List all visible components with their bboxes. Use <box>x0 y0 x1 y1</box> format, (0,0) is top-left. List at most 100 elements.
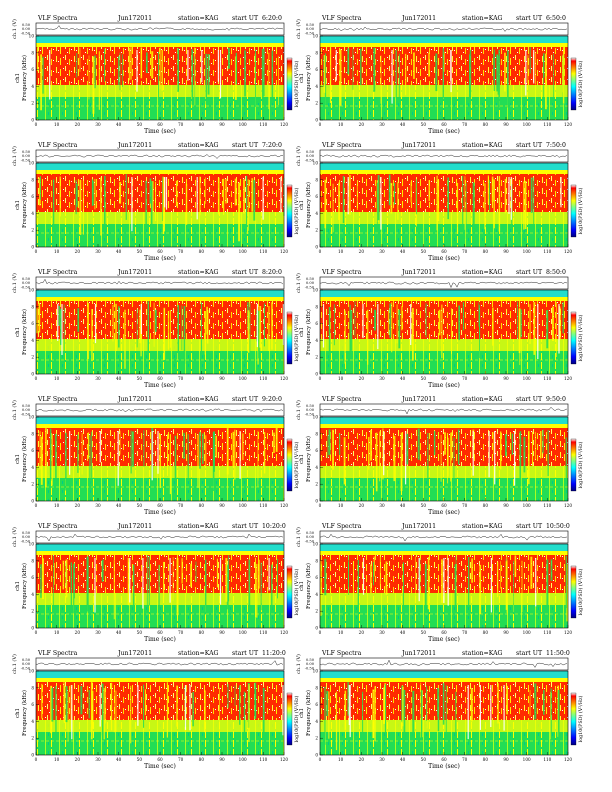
x-tick-label: 20 <box>75 630 81 635</box>
spectrogram-white-streak <box>490 685 492 727</box>
spectrogram-white-streak <box>117 431 119 486</box>
panel-start-label: start UT <box>516 15 543 22</box>
spectrogram-upper-edge <box>320 297 568 301</box>
spectrogram-streak <box>406 433 409 465</box>
y-tick-label: 6 <box>31 702 34 707</box>
y-axis-label: Frequency (kHz) <box>305 563 312 609</box>
spectrogram-white-streak <box>535 558 537 607</box>
spectrogram-streak <box>428 52 430 77</box>
x-tick-label: 50 <box>137 122 143 127</box>
spectrogram-streak <box>177 305 179 361</box>
colorbar <box>286 311 293 365</box>
spectrogram-streak <box>104 48 105 82</box>
spectrogram-streak <box>136 309 138 348</box>
spectrogram-white-streak <box>537 304 539 359</box>
spectrogram-white-streak <box>268 558 270 591</box>
spectrogram-white-streak <box>169 558 171 603</box>
spectrogram-streak <box>457 429 460 465</box>
spectrogram-streak <box>206 306 208 335</box>
trace-tick-label: -0.50 <box>21 413 31 417</box>
y-tick-label: 4 <box>315 211 318 216</box>
spectrogram-white-streak <box>418 558 420 602</box>
spectrogram-streak <box>533 177 535 233</box>
x-tick-label: 90 <box>503 757 509 762</box>
spectrogram-streak <box>329 47 332 103</box>
x-tick-label: 120 <box>564 630 572 635</box>
spectrogram-panel-1: VLF Spectra Jun172011 station=KAG start UT 6… <box>11 15 300 135</box>
spectrogram-streak <box>162 176 163 221</box>
spectrogram-streak <box>455 691 457 745</box>
spectrogram-streak <box>417 428 420 460</box>
colorbar <box>286 57 293 111</box>
spectrogram-streak <box>442 683 445 725</box>
spectrogram-white-streak <box>201 50 203 83</box>
trace-tick-label: 0.50 <box>22 150 31 154</box>
x-tick-label: 30 <box>95 122 101 127</box>
trace-tick-label: 0.00 <box>22 154 31 158</box>
spectrogram-streak <box>42 56 44 94</box>
spectrogram-white-streak <box>377 304 379 350</box>
x-axis-label: Time (sec) <box>428 128 460 135</box>
spectrogram-streak <box>424 563 427 615</box>
panel-date: Jun172011 <box>117 523 152 530</box>
spectrogram-streak <box>130 430 132 474</box>
spectrogram-streak <box>374 686 376 742</box>
spectrogram-streak <box>445 685 447 737</box>
y-tick-label: 6 <box>315 448 318 453</box>
x-tick-label: 110 <box>259 249 267 254</box>
panel-start-time: 8:20:0 <box>262 269 282 276</box>
spectrogram-streak <box>534 683 537 720</box>
panel-title: VLF Spectra <box>321 142 362 149</box>
x-axis-label: Time (sec) <box>428 763 460 770</box>
spectrogram-streak <box>130 47 132 80</box>
trace-waveform <box>35 408 284 413</box>
trace-axis-label: ch.1 (V) <box>295 19 302 39</box>
trace-tick-label: 0.00 <box>306 281 315 285</box>
x-tick-label: 120 <box>564 249 572 254</box>
spectrogram-streak <box>89 435 91 487</box>
x-tick-label: 40 <box>400 503 406 508</box>
spectrogram-white-streak <box>503 685 505 731</box>
x-tick-label: 30 <box>95 376 101 381</box>
spectrogram-upper-edge <box>36 551 284 555</box>
spectrogram-streak <box>42 558 44 599</box>
trace-waveform <box>319 659 568 668</box>
spectrogram-streak <box>232 431 235 467</box>
panel-start-time: 7:20:0 <box>262 142 282 149</box>
spectrogram-streak <box>115 303 117 351</box>
spectrogram-streak <box>146 52 148 73</box>
spectrogram-streak <box>263 48 265 97</box>
spectrogram-streak <box>273 432 275 453</box>
x-tick-label: 10 <box>54 503 60 508</box>
spectrogram-streak <box>405 53 407 96</box>
trace-tick-label: -0.50 <box>21 540 31 544</box>
spectrogram-streak <box>185 183 188 225</box>
panel-start-time: 9:20:0 <box>262 396 282 403</box>
x-tick-label: 80 <box>199 376 205 381</box>
spectrogram-streak <box>225 178 227 204</box>
spectrogram-streak <box>147 301 149 359</box>
spectrogram-high-band <box>36 555 284 593</box>
panel-start-label: start UT <box>516 269 543 276</box>
spectrogram-streak <box>514 555 517 577</box>
x-tick-label: 50 <box>421 757 427 762</box>
spectrogram-streak <box>104 175 106 232</box>
spectrogram-streak <box>45 428 47 488</box>
spectrogram-streak <box>413 52 415 79</box>
spectrogram-streak <box>67 691 69 742</box>
panel-date: Jun172011 <box>401 142 436 149</box>
spectrogram-streak <box>513 560 514 613</box>
spectrogram-streak <box>550 688 552 733</box>
spectrogram-streak <box>247 179 249 231</box>
trace-waveform <box>319 26 568 32</box>
panel-start-label: start UT <box>232 523 259 530</box>
spectrogram-streak <box>464 176 466 230</box>
spectrogram-streak <box>151 51 154 79</box>
trace-tick-label: -0.50 <box>305 540 315 544</box>
spectrogram-streak <box>243 179 245 214</box>
y-tick-label: 0 <box>315 372 318 377</box>
spectrogram-white-streak <box>479 685 481 730</box>
y-tick-label: 0 <box>315 118 318 123</box>
panel-start-time: 7:50:0 <box>546 142 566 149</box>
spectrogram-streak <box>226 428 229 475</box>
